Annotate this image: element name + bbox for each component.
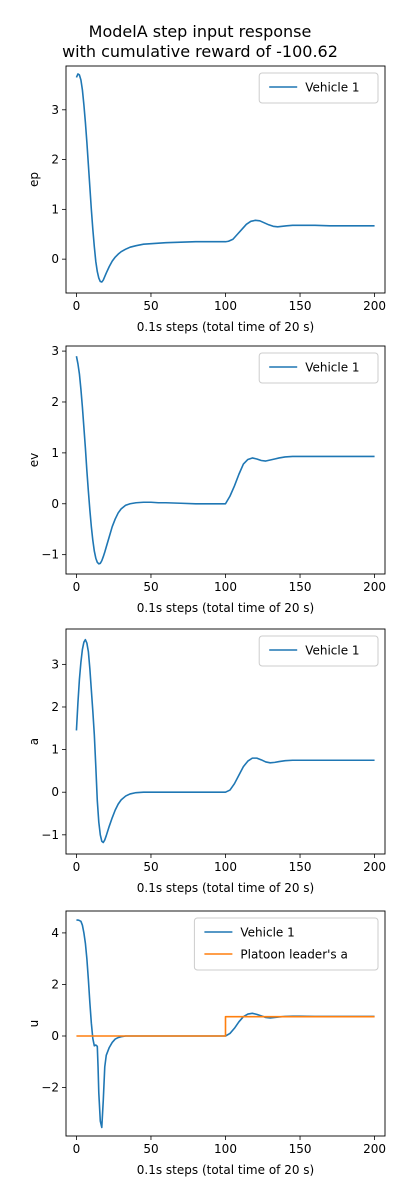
y-tick-label: 1 xyxy=(51,743,59,757)
subplot-u: 0 50 100 150 200 −2 0 2 4 0.1s steps (total time … xyxy=(27,910,386,1177)
x-tick-label: 150 xyxy=(289,860,312,874)
figure-title-line-2: with cumulative reward of -100.62 xyxy=(62,42,338,61)
subplot-a: 0 50 100 150 200 −1 0 1 2 3 0.1s steps (total time… xyxy=(27,628,386,895)
x-tick-label: 200 xyxy=(363,580,386,594)
x-tick-label: 150 xyxy=(289,580,312,594)
x-tick-label: 0 xyxy=(73,580,81,594)
x-tick-label: 50 xyxy=(143,860,158,874)
legend-box xyxy=(258,352,379,384)
subplot-ev: 0 50 100 150 200 −1 0 1 2 3 0.1s steps (total time… xyxy=(27,344,386,615)
series-line xyxy=(75,73,375,283)
series-group xyxy=(75,356,375,565)
y-tick-label: 3 xyxy=(51,344,59,358)
x-axis-label: 0.1s steps (total time of 20 s) xyxy=(137,1163,314,1177)
x-tick-label: 0 xyxy=(73,860,81,874)
legend-box xyxy=(258,72,379,104)
legend-label: Vehicle 1 xyxy=(240,926,294,940)
legend-label: Vehicle 1 xyxy=(305,644,359,658)
y-tick-label: 3 xyxy=(51,657,59,671)
series-line xyxy=(76,1015,375,1037)
legend-box xyxy=(258,635,379,667)
x-tick-label: 50 xyxy=(143,1142,158,1156)
y-axis-label: u xyxy=(27,1020,41,1028)
x-tick-label: 100 xyxy=(214,1142,237,1156)
y-tick-label: 2 xyxy=(51,700,59,714)
x-tick-label: 150 xyxy=(289,1142,312,1156)
y-tick-label: −1 xyxy=(41,828,59,842)
x-axis-label: 0.1s steps (total time of 20 s) xyxy=(137,881,314,895)
series-group xyxy=(76,919,375,1129)
x-tick-label: 100 xyxy=(214,299,237,313)
y-tick-label: 0 xyxy=(51,1029,59,1043)
y-axis-label: a xyxy=(27,738,41,745)
y-tick-label: −1 xyxy=(41,548,59,562)
series-group xyxy=(75,638,375,844)
legend-box xyxy=(193,917,379,971)
y-tick-label: 1 xyxy=(51,446,59,460)
y-tick-label: 0 xyxy=(51,252,59,266)
subplot-ep: 0 50 100 150 200 0 1 2 3 0.1s steps (total time o… xyxy=(27,65,386,334)
y-tick-label: 0 xyxy=(51,497,59,511)
x-tick-label: 50 xyxy=(143,299,158,313)
y-tick-label: 3 xyxy=(51,103,59,117)
y-tick-label: 4 xyxy=(51,926,59,940)
x-tick-label: 0 xyxy=(73,299,81,313)
y-tick-label: 2 xyxy=(51,977,59,991)
x-tick-label: 200 xyxy=(363,860,386,874)
x-tick-label: 100 xyxy=(214,580,237,594)
y-axis-label: ep xyxy=(27,172,41,187)
legend-label: Vehicle 1 xyxy=(305,361,359,375)
y-tick-label: 2 xyxy=(51,153,59,167)
x-tick-label: 150 xyxy=(289,299,312,313)
x-tick-label: 200 xyxy=(363,1142,386,1156)
y-tick-label: −2 xyxy=(41,1081,59,1095)
series-line xyxy=(75,638,375,844)
y-tick-label: 2 xyxy=(51,395,59,409)
legend-label: Vehicle 1 xyxy=(305,81,359,95)
legend-label: Platoon leader's a xyxy=(240,948,347,962)
y-tick-label: 0 xyxy=(51,785,59,799)
x-axis-label: 0.1s steps (total time of 20 s) xyxy=(137,601,314,615)
x-tick-label: 100 xyxy=(214,860,237,874)
x-tick-label: 50 xyxy=(143,580,158,594)
x-tick-label: 0 xyxy=(73,1142,81,1156)
x-axis-label: 0.1s steps (total time of 20 s) xyxy=(137,320,314,334)
series-line xyxy=(75,356,375,565)
y-axis-label: ev xyxy=(27,453,41,467)
y-tick-label: 1 xyxy=(51,202,59,216)
series-group xyxy=(75,73,375,283)
x-tick-label: 200 xyxy=(363,299,386,313)
figure-title-line-1: ModelA step input response xyxy=(88,22,312,41)
